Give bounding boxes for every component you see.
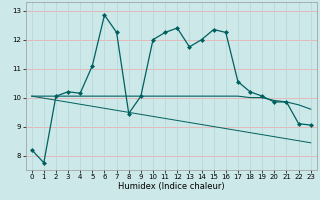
X-axis label: Humidex (Indice chaleur): Humidex (Indice chaleur): [118, 182, 225, 191]
